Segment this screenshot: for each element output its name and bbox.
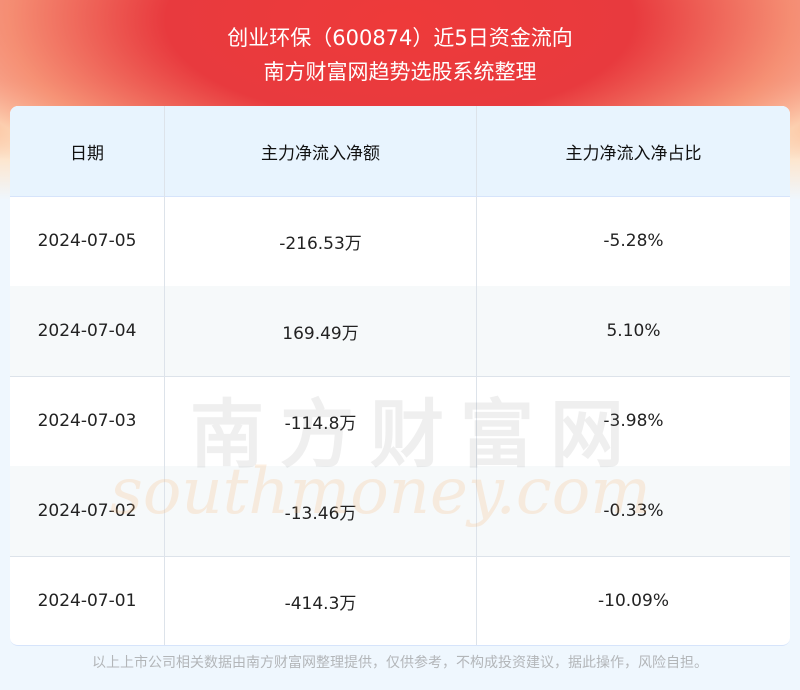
column-header-amount: 主力净流入净额	[165, 106, 477, 196]
ratio-cell: 5.10%	[606, 321, 661, 341]
column-header-date: 日期	[10, 106, 165, 196]
table-row: 2024-07-03 -114.8万 -3.98%	[10, 376, 790, 467]
table-header: 日期 主力净流入净额 主力净流入净占比	[10, 106, 790, 197]
ratio-cell: -10.09%	[598, 591, 669, 611]
amount-cell: 169.49万	[165, 286, 477, 376]
amount-cell: -114.8万	[165, 376, 477, 466]
ratio-cell: -0.33%	[603, 501, 664, 521]
amount-cell: -216.53万	[165, 196, 477, 286]
fund-flow-table: 日期 主力净流入净额 主力净流入净占比 2024-07-05 -216.53万 …	[10, 106, 790, 646]
amount-cell: -13.46万	[165, 466, 477, 556]
date-cell: 2024-07-03	[10, 376, 165, 466]
table-row: 2024-07-05 -216.53万 -5.28%	[10, 196, 790, 287]
column-header-ratio: 主力净流入净占比	[565, 143, 702, 164]
date-cell: 2024-07-04	[10, 286, 165, 376]
table-row: 2024-07-02 -13.46万 -0.33%	[10, 466, 790, 557]
date-cell: 2024-07-01	[10, 556, 165, 645]
table-row: 2024-07-01 -414.3万 -10.09%	[10, 556, 790, 645]
disclaimer: 以上上市公司相关数据由南方财富网整理提供，仅供参考，不构成投资建议，据此操作，风…	[92, 655, 708, 671]
date-cell: 2024-07-02	[10, 466, 165, 556]
amount-cell: -414.3万	[165, 556, 477, 645]
page-title: 创业环保（600874）近5日资金流向	[227, 26, 573, 50]
ratio-cell: -3.98%	[603, 411, 664, 431]
ratio-cell: -5.28%	[603, 231, 664, 251]
date-cell: 2024-07-05	[10, 196, 165, 286]
page-subtitle: 南方财富网趋势选股系统整理	[263, 60, 537, 84]
table-row: 2024-07-04 169.49万 5.10%	[10, 286, 790, 377]
